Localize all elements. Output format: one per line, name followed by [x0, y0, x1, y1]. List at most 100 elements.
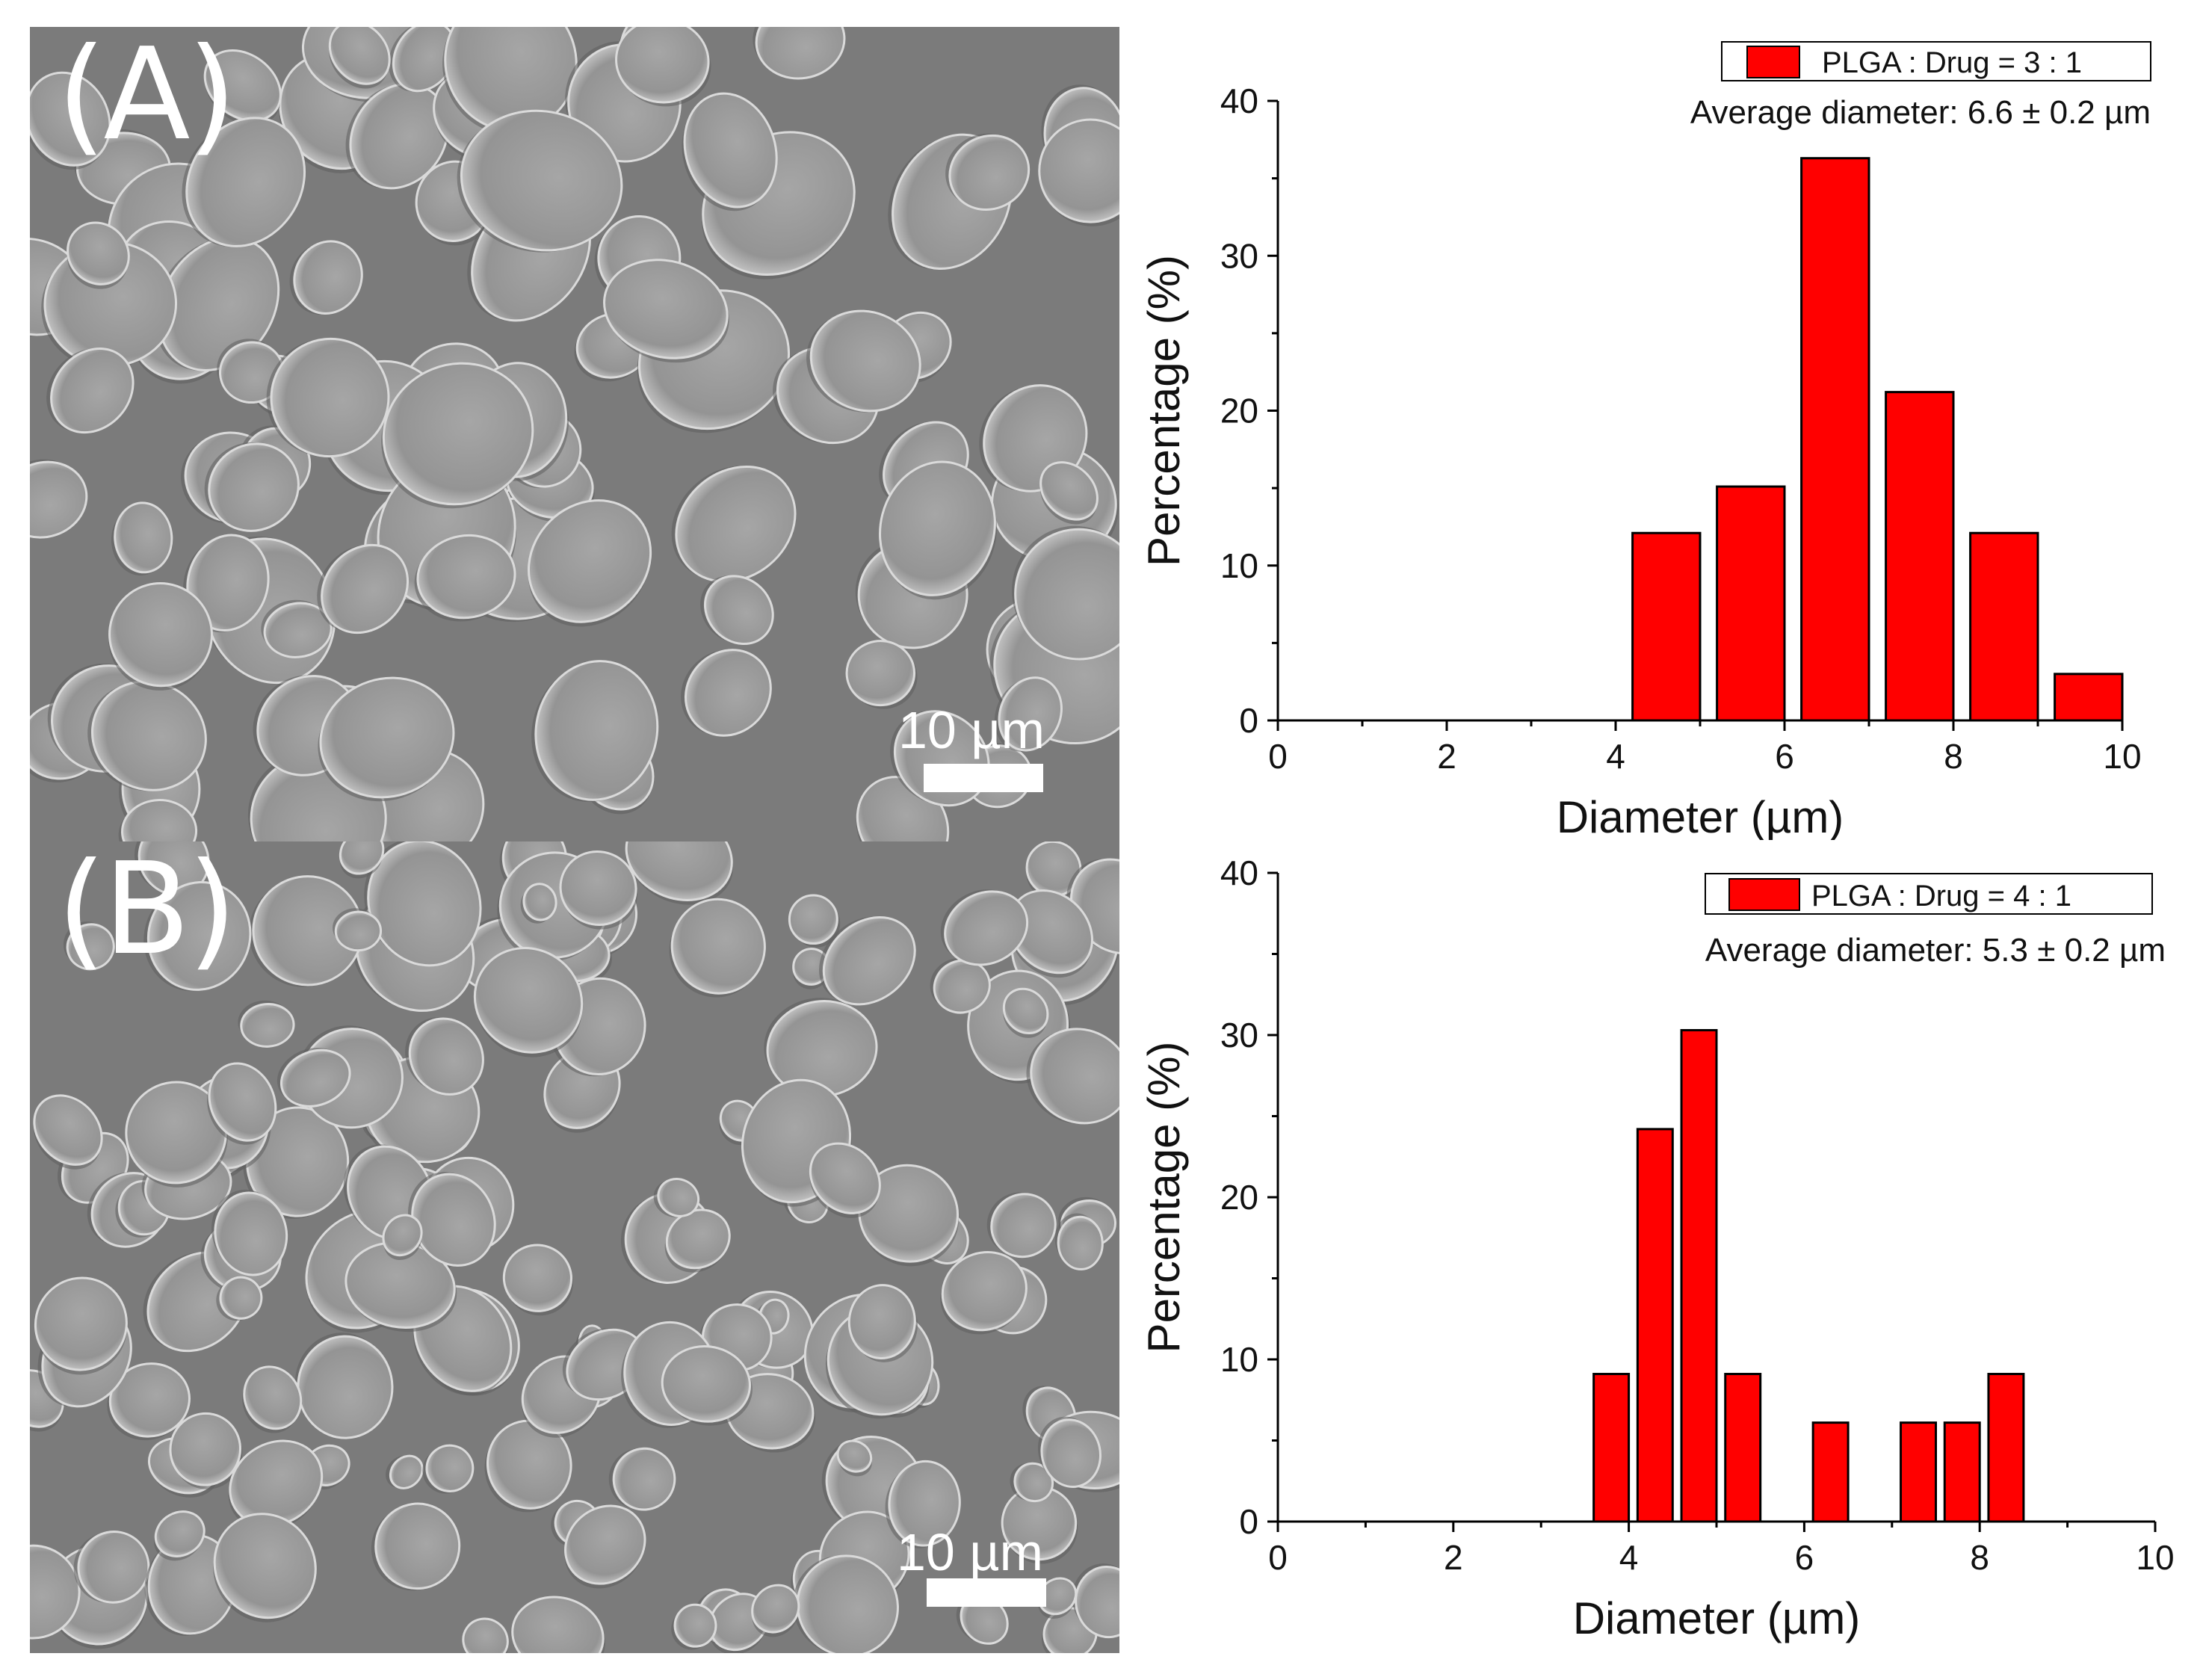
y-axis-title-b: Percentage (%)	[1139, 1042, 1189, 1353]
microsphere	[520, 883, 557, 924]
microsphere	[153, 1510, 206, 1561]
microsphere	[1008, 889, 1093, 978]
microsphere	[885, 1460, 961, 1548]
microsphere	[33, 1094, 103, 1170]
scale-bar-b	[927, 1578, 1046, 1607]
scale-bar-a	[924, 764, 1043, 792]
microsphere	[34, 1276, 128, 1375]
microsphere	[213, 1513, 317, 1622]
bar-b-6	[1943, 1421, 1981, 1523]
histogram-b-svg: 0 10 20 30 40 0 2 4 6 8 10 Diameter (µm) Percentage …	[1139, 853, 2175, 1643]
microsphere	[669, 898, 766, 998]
microsphere	[879, 460, 998, 600]
microsphere	[473, 947, 584, 1057]
bar-b-4	[1811, 1421, 1850, 1523]
microsphere	[371, 1502, 461, 1591]
bar-a-5	[2054, 673, 2124, 722]
x-tick-label-b-0: 0	[1268, 1538, 1288, 1577]
microsphere	[343, 1144, 433, 1241]
microsphere	[30, 1544, 81, 1640]
microsphere	[986, 1192, 1057, 1259]
microsphere	[1012, 525, 1119, 661]
microsphere	[216, 1276, 263, 1321]
microsphere	[422, 1444, 475, 1494]
microsphere	[559, 850, 638, 930]
microsphere	[608, 1447, 676, 1511]
microsphere	[1038, 118, 1119, 226]
microsphere	[67, 221, 130, 289]
bar-a-0	[1631, 531, 1702, 722]
x-tick-label-b-1: 2	[1444, 1538, 1463, 1577]
panel-label-a: (A)	[57, 27, 237, 169]
microsphere	[182, 117, 306, 247]
microsphere	[405, 1017, 484, 1096]
panel-label-b: (B)	[57, 841, 237, 983]
microsphere	[204, 442, 300, 532]
microsphere	[564, 1504, 646, 1589]
bar-b-5	[1900, 1421, 1938, 1523]
microsphere	[1001, 1486, 1078, 1564]
bar-a-3	[1885, 391, 1955, 722]
microsphere	[751, 1584, 800, 1637]
microsphere	[242, 1365, 303, 1433]
x-tick-label-a-5: 10	[2103, 737, 2141, 776]
microsphere	[389, 27, 457, 93]
microsphere	[30, 459, 88, 539]
y-axis-title-a: Percentage (%)	[1139, 255, 1189, 566]
y-tick-label-a-0: 0	[1239, 701, 1258, 740]
microsphere	[1025, 841, 1082, 901]
bar-a-1	[1716, 485, 1786, 722]
microsphere	[753, 27, 846, 80]
average-diameter-annotation-a: Average diameter: 6.6 ± 0.2 µm	[1690, 94, 2151, 131]
microsphere	[836, 1439, 873, 1477]
microsphere	[1072, 1563, 1119, 1639]
microsphere	[228, 1439, 324, 1531]
microsphere	[1002, 987, 1049, 1038]
sem-image-b: (B) 10 µm	[30, 841, 1119, 1653]
microsphere	[528, 499, 652, 627]
microsphere	[700, 575, 774, 646]
sem-image-a: (A) 10 µm	[30, 27, 1119, 841]
legend-swatch-b	[1728, 878, 1800, 911]
microsphere	[847, 1284, 918, 1362]
microsphere	[1039, 461, 1099, 525]
microsphere	[107, 1362, 191, 1441]
microsphere	[940, 889, 1029, 966]
scale-bar-label-b: 10 µm	[897, 1523, 1043, 1581]
x-axis-title-b: Diameter (µm)	[1573, 1593, 1861, 1643]
x-tick-label-b-2: 4	[1619, 1538, 1639, 1577]
histogram-a-svg: 0 10 20 30 40 0 2 4 6 8 10 Diameter (µm) Percentage …	[1139, 41, 2151, 840]
microsphere	[211, 1189, 288, 1276]
microsphere	[344, 1241, 457, 1332]
microsphere	[289, 240, 363, 315]
microsphere	[615, 27, 711, 107]
microsphere	[531, 660, 659, 803]
bar-a-4	[1969, 531, 2039, 722]
microsphere	[661, 1345, 753, 1426]
x-tick-label-b-4: 8	[1970, 1538, 1989, 1577]
y-tick-label-b-1: 10	[1220, 1340, 1258, 1379]
microsphere	[681, 649, 772, 737]
microsphere	[764, 998, 878, 1098]
histogram-a: 0 10 20 30 40 0 2 4 6 8 10 Diameter (µm) Percentage …	[1121, 0, 2203, 840]
microsphere	[207, 1062, 277, 1145]
legend-label-b: PLGA : Drug = 4 : 1	[1811, 880, 2071, 912]
microsphere	[1054, 1213, 1104, 1270]
y-tick-label-a-3: 30	[1220, 236, 1258, 275]
microsphere	[317, 543, 410, 634]
x-tick-label-a-0: 0	[1268, 737, 1288, 776]
bar-b-7	[1987, 1373, 2025, 1523]
microsphere	[203, 49, 282, 126]
microsphere	[318, 676, 455, 802]
y-tick-label-a-2: 20	[1220, 392, 1258, 430]
scale-bar-label-a: 10 µm	[898, 701, 1045, 759]
microsphere	[381, 362, 534, 509]
microsphere	[328, 27, 391, 89]
microsphere	[1010, 1462, 1054, 1503]
microsphere	[930, 958, 991, 1014]
microsphere	[63, 921, 115, 971]
microsphere	[1026, 1028, 1119, 1125]
microsphere	[484, 1419, 572, 1513]
microsphere	[653, 1178, 700, 1217]
microsphere	[261, 599, 333, 658]
